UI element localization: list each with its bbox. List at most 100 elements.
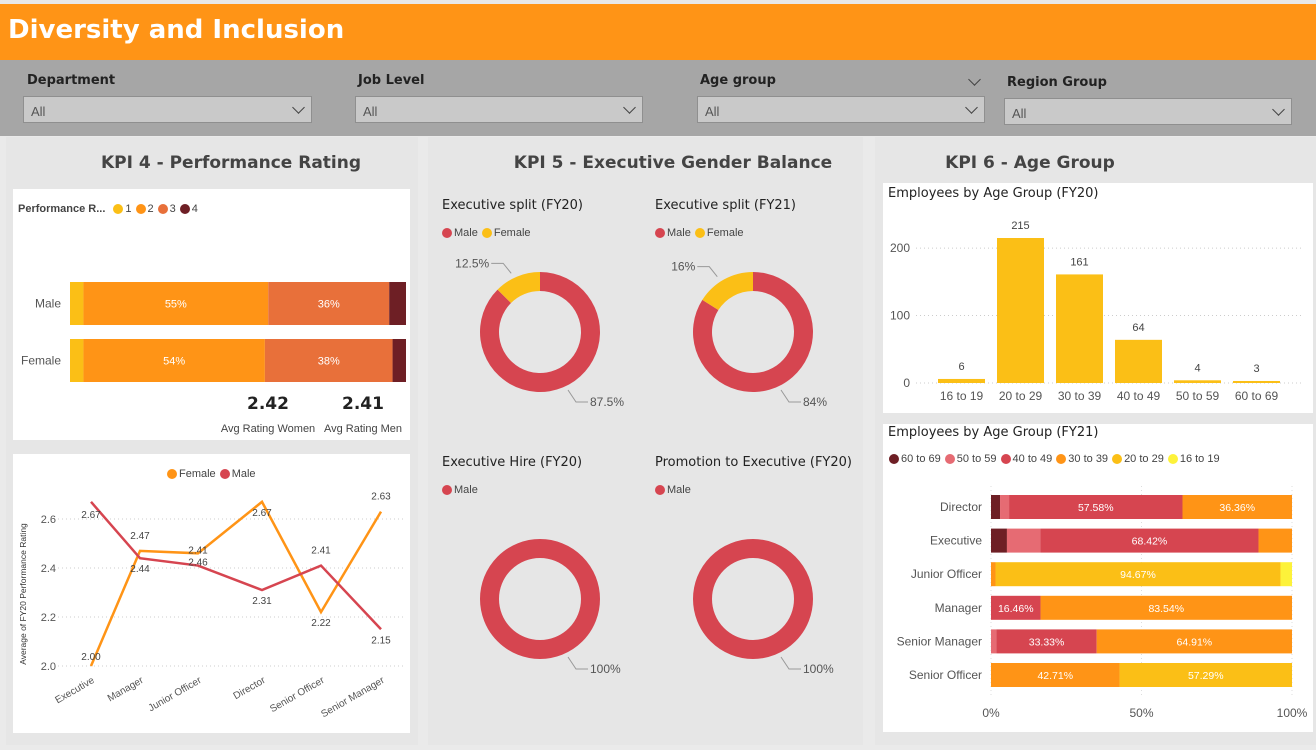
bar-data-label: 64 bbox=[1132, 322, 1144, 334]
bar bbox=[1174, 380, 1221, 383]
legend-4-label: 4 bbox=[191, 203, 198, 215]
y-tick-label: 200 bbox=[890, 241, 910, 255]
filter-label-department: Department bbox=[27, 73, 116, 88]
legend-30-39-label: 30 to 39 bbox=[1068, 453, 1109, 465]
avg-rating-men-label: Avg Rating Men bbox=[323, 423, 403, 435]
donut4-legend-male: Male bbox=[667, 484, 691, 496]
bar-data-label: 33.33% bbox=[1029, 636, 1065, 648]
job-level-dropdown[interactable]: All bbox=[355, 96, 643, 123]
x-tick-label: 0% bbox=[982, 706, 1000, 720]
donut3-legend-male: Male bbox=[454, 484, 478, 496]
bar-category-label: Director bbox=[940, 500, 982, 514]
chevron-down-icon bbox=[292, 101, 305, 114]
chevron-down-icon bbox=[965, 101, 978, 114]
bar-segment bbox=[991, 629, 997, 654]
x-tick-label: Senior Manager bbox=[319, 675, 387, 720]
avg-rating-men-value: 2.41 bbox=[342, 394, 384, 414]
donut2-legend-female: Female bbox=[706, 227, 744, 239]
age-group-dropdown[interactable]: All bbox=[697, 96, 985, 123]
x-tick-label: 20 to 29 bbox=[999, 389, 1043, 403]
donut-male-slice bbox=[693, 272, 813, 392]
legend-female-dot bbox=[481, 228, 492, 238]
legend-20-29-label: 20 to 29 bbox=[1124, 453, 1164, 465]
kpi6-title: KPI 6 - Age Group bbox=[945, 153, 1115, 173]
department-dropdown[interactable]: All bbox=[23, 96, 312, 123]
bar-data-label: 36% bbox=[318, 299, 340, 311]
donut1-legend: Male Female bbox=[438, 227, 531, 239]
bar-category-label: Senior Manager bbox=[897, 634, 982, 648]
legend-40-49-dot bbox=[1000, 454, 1011, 464]
donut-female-label: 12.5% bbox=[455, 256, 489, 270]
legend-male-dot bbox=[655, 228, 665, 238]
line-data-label: 2.63 bbox=[371, 492, 391, 503]
chevron-down-icon[interactable] bbox=[968, 73, 981, 86]
leader-line bbox=[780, 656, 801, 670]
donut-male-slice bbox=[693, 539, 813, 659]
age-fy21-card: Employees by Age Group (FY21) 60 to 69 5… bbox=[883, 424, 1313, 732]
bar-segment bbox=[1040, 528, 1259, 553]
legend-4-dot bbox=[179, 204, 190, 214]
header-banner: Diversity and Inclusion bbox=[0, 4, 1316, 60]
bar-segment bbox=[1280, 562, 1292, 587]
donut-male-label: 87.5% bbox=[590, 395, 624, 409]
performance-legend-title: Performance R... bbox=[18, 203, 106, 215]
filter-label-age-group: Age group bbox=[700, 73, 776, 88]
bar-data-label: 68.42% bbox=[1132, 536, 1168, 548]
legend-2-dot bbox=[135, 204, 146, 214]
age-fy20-bar-chart: 0 100 200 6 16 to 19 215 20 to 29 161 30 to 39 64… bbox=[890, 220, 1303, 403]
donut-male-label: 84% bbox=[803, 395, 827, 409]
donut1-legend-female: Female bbox=[493, 227, 531, 239]
legend-male-dot bbox=[655, 485, 665, 495]
donut1-legend-male: Male bbox=[454, 227, 478, 239]
line-data-label: 2.67 bbox=[252, 508, 272, 519]
donut2-legend-male: Male bbox=[667, 227, 691, 239]
donut-female-slice bbox=[702, 272, 753, 311]
y-tick-label: 100 bbox=[890, 309, 910, 323]
bar-segment bbox=[83, 282, 269, 325]
bar-data-label: 83.54% bbox=[1148, 603, 1184, 615]
department-value: All bbox=[31, 104, 46, 119]
bar-data-label: 6 bbox=[958, 361, 964, 373]
x-tick-label: 50 to 59 bbox=[1176, 389, 1220, 403]
bar-category-label: Female bbox=[21, 354, 61, 368]
legend-female-label: Female bbox=[179, 468, 216, 480]
legend-30-39-dot bbox=[1056, 454, 1067, 464]
bar-segment bbox=[991, 663, 1120, 687]
bar-segment bbox=[264, 339, 393, 382]
legend-20-29-dot bbox=[1112, 454, 1123, 464]
bar bbox=[1056, 274, 1103, 383]
top-strip bbox=[0, 0, 1316, 4]
bar-segment bbox=[1182, 495, 1292, 519]
bar-segment bbox=[392, 339, 406, 382]
legend-3-label: 3 bbox=[169, 203, 176, 215]
donut4-title: Promotion to Executive (FY20) bbox=[655, 455, 852, 470]
filter-label-job-level: Job Level bbox=[358, 73, 425, 88]
y-tick-label: 0 bbox=[903, 376, 910, 390]
leader-line bbox=[697, 266, 718, 277]
x-tick-label: 100% bbox=[1277, 706, 1308, 720]
x-tick-label: Executive bbox=[53, 675, 96, 706]
bar-data-label: 54% bbox=[163, 356, 185, 368]
age-fy21-legend: 60 to 69 50 to 59 40 to 49 30 to 39 20 t… bbox=[885, 453, 1220, 465]
donut4-legend: Male bbox=[651, 484, 691, 496]
bar-data-label: 4 bbox=[1194, 362, 1200, 374]
bar-segment bbox=[1258, 528, 1292, 553]
bar-segment bbox=[1040, 595, 1292, 620]
donut-female-slice bbox=[497, 272, 540, 304]
filter-bar: Department All Job Level All Age group A… bbox=[0, 60, 1316, 136]
performance-legend: Performance R... 1 2 3 4 bbox=[18, 203, 198, 215]
legend-50-59-label: 50 to 59 bbox=[956, 453, 997, 465]
legend-male-dot bbox=[219, 469, 230, 479]
legend-1-dot bbox=[113, 204, 124, 214]
region-group-dropdown[interactable]: All bbox=[1004, 98, 1292, 125]
legend-60-69-label: 60 to 69 bbox=[901, 453, 941, 465]
bar-segment bbox=[996, 629, 1097, 654]
leader-line bbox=[567, 656, 588, 670]
y-tick-label: 2.2 bbox=[41, 612, 56, 624]
job-level-value: All bbox=[363, 104, 378, 119]
bar-segment bbox=[70, 282, 84, 325]
legend-60-69-dot bbox=[889, 454, 899, 464]
legend-3-dot bbox=[157, 204, 168, 214]
line-data-label: 2.67 bbox=[81, 510, 101, 521]
avg-rating-women-label: Avg Rating Women bbox=[220, 423, 316, 435]
